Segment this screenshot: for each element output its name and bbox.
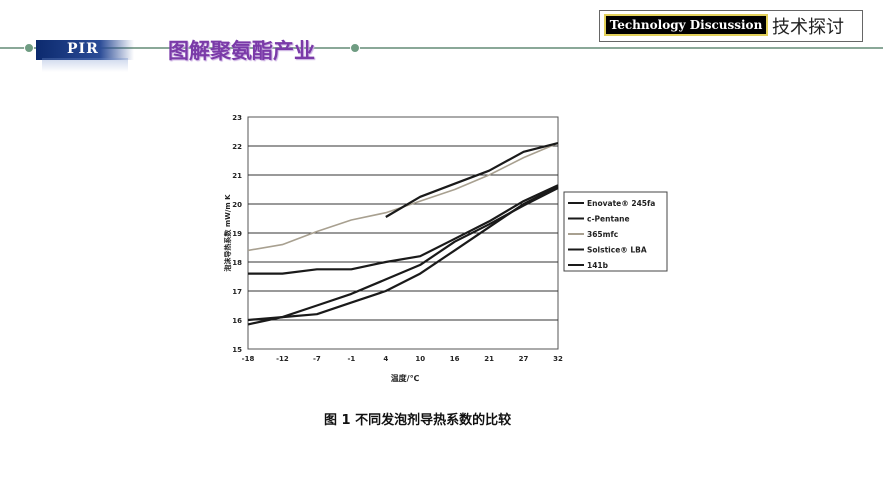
series-line-5	[385, 142, 559, 218]
x-tick-label-27: 27	[519, 355, 529, 363]
y-tick-label-22: 22	[232, 143, 242, 151]
y-tick-label-20: 20	[232, 201, 242, 209]
y-tick-label-16: 16	[232, 317, 242, 325]
x-tick-label-16: 16	[450, 355, 460, 363]
section-badge: Technology Discussion 技术探讨	[599, 10, 863, 42]
legend-label-5: 141b	[587, 261, 609, 270]
legend-label-4: Solstice® LBA	[587, 246, 647, 255]
x-tick-label-32: 32	[553, 355, 563, 363]
x-axis-title: 温度/℃	[391, 373, 420, 383]
section-badge-chinese: 技术探讨	[772, 17, 844, 38]
y-tick-label-17: 17	[232, 288, 242, 296]
x-tick-label-4: 4	[383, 355, 388, 363]
section-badge-english: Technology Discussion	[604, 14, 768, 36]
pir-badge-reflection	[42, 58, 128, 72]
legend-label-1: Enovate® 245fa	[587, 199, 655, 208]
pir-badge	[36, 40, 134, 60]
series-line-2	[248, 184, 559, 275]
x-tick-label--1: -1	[347, 355, 355, 363]
figure-caption: 图 1 不同发泡剂导热系数的比较	[324, 413, 512, 428]
header-rule-dot-right	[350, 43, 360, 53]
x-tick-label--12: -12	[276, 355, 289, 363]
y-axis-title: 泡沫导热系数 mW/m K	[223, 194, 232, 272]
y-tick-label-15: 15	[232, 346, 242, 354]
series-line-4	[247, 187, 559, 326]
legend-label-2: c-Pentane	[587, 215, 630, 224]
x-tick-label-21: 21	[484, 355, 494, 363]
legend-box	[563, 191, 668, 272]
x-tick-label--7: -7	[313, 355, 321, 363]
pir-badge-label: PIR	[67, 41, 99, 57]
y-tick-label-23: 23	[232, 114, 242, 122]
y-tick-label-21: 21	[232, 172, 242, 180]
x-tick-label--18: -18	[242, 355, 255, 363]
page-title: 图解聚氨酯产业	[168, 39, 315, 63]
y-tick-label-18: 18	[232, 259, 242, 267]
header-rule	[0, 47, 883, 49]
legend-label-3: 365mfc	[587, 230, 618, 239]
y-tick-label-19: 19	[232, 230, 242, 238]
x-tick-label-10: 10	[415, 355, 425, 363]
header-rule-dot-left	[24, 43, 34, 53]
